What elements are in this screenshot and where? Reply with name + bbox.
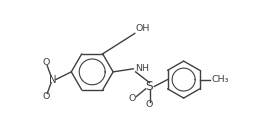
Text: O: O (42, 58, 49, 67)
Text: OH: OH (136, 24, 150, 33)
Text: O: O (42, 92, 49, 101)
Text: O: O (146, 101, 153, 109)
Text: O: O (129, 94, 136, 103)
Text: NH: NH (135, 64, 149, 73)
Text: N: N (49, 75, 56, 85)
Text: CH₃: CH₃ (212, 75, 229, 84)
Text: S: S (146, 80, 153, 93)
